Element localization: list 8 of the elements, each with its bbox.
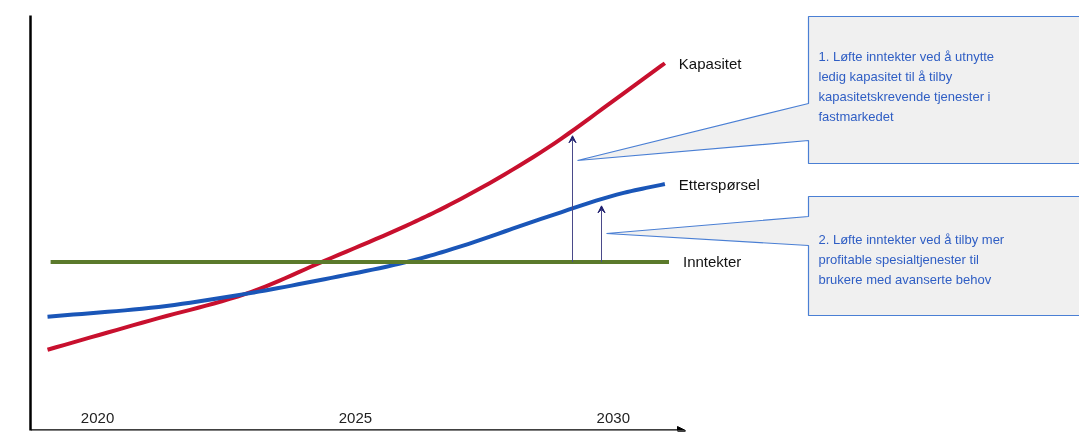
series-label: Inntekter — [683, 253, 742, 271]
series-label: Etterspørsel — [678, 175, 760, 193]
text: 1. Løfte inntekter ved å utnytte ledig kapasitet til å tilby kapasitetskrevende tjenester i fastmarkedet — [818, 48, 995, 125]
text: 2. Løfte inntekter ved å tilby mer profitable spesialtjenester til brukere med avanserte behov — [818, 231, 1005, 287]
x-tick-label: 2020 — [80, 408, 115, 426]
x-tick-label: 2030 — [596, 408, 630, 426]
series-label: Kapasitet — [678, 54, 743, 72]
x-tick-label: 2025 — [338, 408, 373, 426]
